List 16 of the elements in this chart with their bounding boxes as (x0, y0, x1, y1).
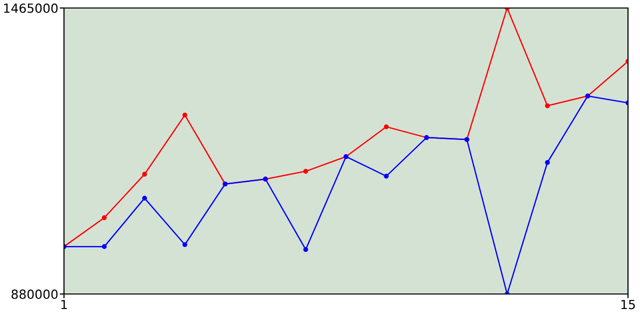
x-tick-label: 15 (621, 300, 635, 310)
x-tick-label: 1 (61, 300, 67, 310)
point (384, 174, 389, 179)
y-tick-label: 1465000 (4, 3, 58, 13)
point (182, 242, 188, 248)
point (102, 215, 107, 220)
y-tick-label: 880000 (12, 289, 58, 299)
point (545, 160, 550, 165)
point (142, 196, 147, 201)
point (384, 124, 389, 130)
point (303, 247, 308, 252)
point (142, 172, 147, 177)
point (303, 168, 308, 174)
point (182, 112, 188, 118)
point (102, 244, 107, 250)
point (545, 103, 550, 108)
